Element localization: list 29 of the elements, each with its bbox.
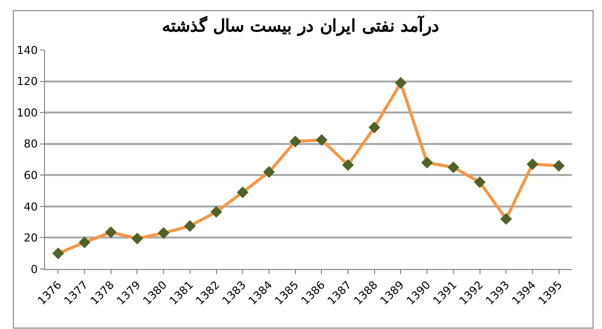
- point: [552, 160, 565, 172]
- point: [184, 220, 196, 232]
- point: [263, 166, 275, 178]
- point: [526, 158, 538, 170]
- y-tick-label: 140: [16, 44, 38, 57]
- y-tick-label: 20: [24, 232, 38, 245]
- point: [78, 236, 90, 248]
- point: [421, 156, 433, 168]
- y-tick-label: 60: [24, 168, 38, 182]
- point: [131, 232, 144, 244]
- point: [52, 248, 64, 260]
- point: [236, 186, 248, 198]
- point: [448, 161, 460, 174]
- point: [474, 176, 486, 188]
- point: [210, 206, 222, 218]
- chart-title: درآمد نفتی ایران در بیست سال گذشته: [162, 14, 440, 37]
- y-tick-label: 100: [16, 106, 38, 120]
- y-tick-label: 0: [30, 262, 38, 276]
- y-tick-label: 80: [24, 138, 38, 151]
- point: [105, 226, 117, 238]
- point: [500, 213, 512, 225]
- point: [158, 227, 170, 239]
- y-tick-label: 120: [16, 75, 38, 88]
- point: [368, 122, 380, 134]
- point: [289, 136, 302, 148]
- point: [394, 77, 407, 89]
- y-tick-label: 40: [24, 200, 38, 214]
- point: [342, 159, 354, 171]
- point: [316, 134, 328, 146]
